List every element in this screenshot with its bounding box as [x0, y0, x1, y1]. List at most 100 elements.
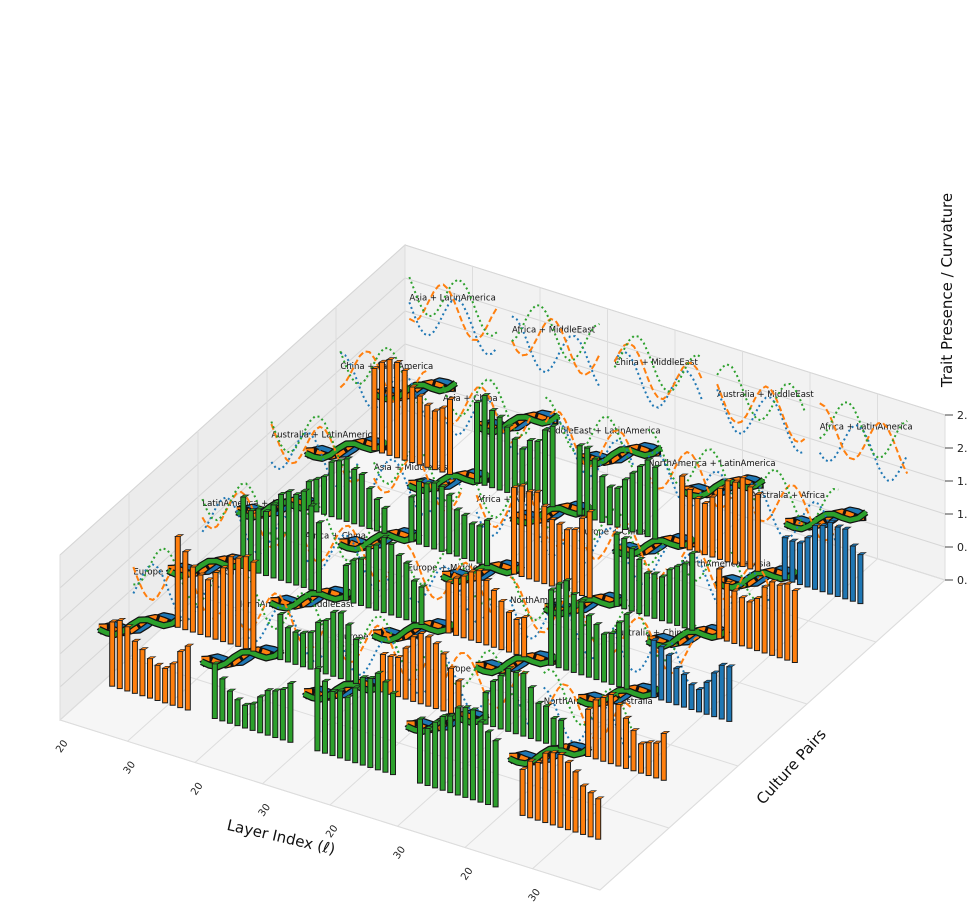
- trait-bar-top: [834, 524, 845, 528]
- trait-bar: [555, 583, 562, 669]
- trait-bar-top: [511, 436, 522, 440]
- trait-bar-top: [549, 750, 560, 753]
- trait-bar: [558, 719, 565, 749]
- trait-bar-top: [337, 610, 348, 614]
- trait-bar: [718, 664, 725, 720]
- curvature-line-blue: [200, 645, 284, 667]
- trait-bar: [387, 655, 394, 695]
- trait-bar-top: [563, 527, 574, 530]
- x-axis-title: Layer Index (ℓ): [225, 816, 337, 858]
- trait-bar: [154, 664, 161, 701]
- trait-bar: [616, 622, 623, 688]
- trait-trace-blue: [818, 424, 909, 482]
- trait-bar: [659, 576, 666, 622]
- trait-bar: [754, 597, 761, 652]
- trait-bar: [694, 497, 701, 553]
- trait-bar-top: [723, 581, 734, 584]
- trait-bar-top: [497, 598, 508, 602]
- trait-bar: [358, 558, 365, 606]
- culture-pair-label: China + MiddleEast: [615, 358, 699, 368]
- trait-bar: [418, 586, 425, 626]
- trait-bar-top: [579, 783, 590, 787]
- trait-bar: [784, 583, 791, 661]
- trait-bar: [746, 601, 753, 649]
- trait-bar-top: [505, 609, 516, 613]
- culture-pair-label: Australia + MiddleEast: [717, 390, 814, 400]
- trait-bar: [174, 536, 181, 628]
- trait-bar-top: [423, 481, 434, 485]
- trait-bar: [550, 717, 557, 747]
- trait-bar-top: [379, 652, 390, 655]
- trait-bar-top: [284, 625, 295, 629]
- trait-bar: [147, 658, 153, 699]
- trait-bar: [849, 545, 856, 602]
- trait-bar: [651, 573, 658, 619]
- trait-bar: [235, 557, 242, 647]
- trait-bar-top: [643, 570, 654, 574]
- trait-bar: [468, 523, 475, 562]
- curvature-line-green: [338, 530, 422, 552]
- trait-bar-top: [424, 634, 435, 638]
- trait-bar: [445, 581, 452, 634]
- trait-bar: [447, 715, 454, 794]
- trait-bar: [416, 395, 423, 466]
- trait-bar: [446, 494, 453, 555]
- trait-bar-top: [123, 624, 134, 628]
- trait-bar: [337, 690, 344, 759]
- trait-bar-top: [307, 503, 318, 507]
- trait-bar-top: [526, 438, 537, 441]
- trait-bar-top: [329, 689, 340, 692]
- trait-bar-top: [138, 647, 149, 650]
- trait-bar-top: [233, 697, 244, 701]
- trait-bar: [484, 519, 491, 567]
- trait-bar-top: [387, 541, 398, 545]
- curvature-line-green: [577, 686, 661, 708]
- trait-bar-top: [484, 729, 495, 733]
- trait-bar: [401, 369, 408, 461]
- curvature-line-blue: [578, 443, 662, 464]
- trait-bar: [490, 680, 497, 728]
- trait-bar-top: [856, 552, 867, 555]
- trait-bar-top: [623, 611, 634, 615]
- culture-pair-label: MiddleEast + LatinAmerica: [546, 427, 661, 437]
- trait-bar: [220, 567, 227, 643]
- trait-bar: [726, 666, 733, 722]
- trait-bar-top: [299, 630, 310, 634]
- trait-bar: [723, 582, 730, 642]
- trait-bar: [827, 521, 834, 595]
- culture-pair-label: Europe + China: [579, 527, 646, 537]
- trait-bar-top: [189, 564, 200, 568]
- trait-bar-top: [718, 662, 729, 666]
- trait-bar: [630, 730, 637, 772]
- trait-bar-top: [678, 473, 689, 477]
- trait-bar-top: [315, 520, 326, 524]
- trait-bar: [423, 483, 430, 548]
- culture-pair-label: Africa + LatinAmerica: [820, 423, 913, 433]
- trait-bar-top: [739, 475, 750, 478]
- trait-bar: [580, 785, 587, 835]
- trait-bar-top: [387, 654, 398, 657]
- trait-bar-top: [791, 588, 802, 591]
- trait-bar-top: [469, 707, 480, 711]
- trait-bar: [381, 507, 388, 534]
- trait-bar: [549, 425, 556, 508]
- trait-bar: [601, 633, 608, 683]
- trait-bar: [724, 480, 731, 563]
- trait-bar: [373, 544, 380, 611]
- trait-bar-top: [725, 664, 736, 668]
- trait-bar-top: [738, 595, 749, 598]
- trait-bar: [628, 548, 635, 612]
- trait-bar-top: [358, 472, 369, 475]
- z-tick-label: 2.5: [957, 409, 968, 422]
- trait-bar-top: [572, 769, 583, 773]
- trait-bar-top: [482, 578, 493, 581]
- trait-bar-top: [455, 678, 466, 682]
- trait-bar-top: [503, 424, 514, 428]
- curvature-line-orange: [647, 627, 729, 647]
- trait-bar: [184, 645, 191, 711]
- trait-bar: [600, 696, 607, 762]
- trait-bar-top: [585, 613, 596, 617]
- trait-bar: [352, 638, 359, 684]
- trait-bar: [255, 508, 262, 574]
- trait-bar: [424, 404, 431, 468]
